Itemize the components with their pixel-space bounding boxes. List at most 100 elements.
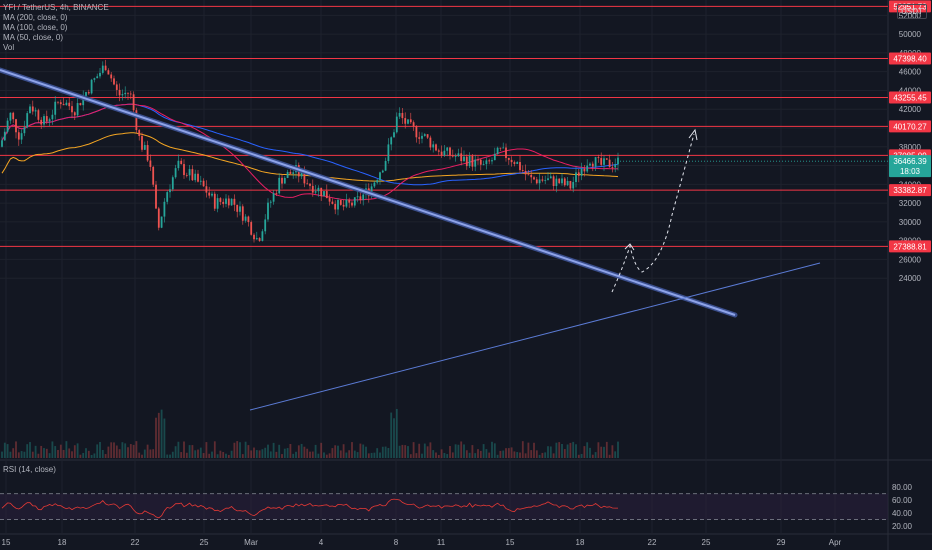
current-price-label: 36466.39 [893,157,927,166]
volume-bar [216,454,219,458]
y-tick-label: 24000 [899,274,922,283]
volume-bar [306,448,309,458]
volume-bar [482,444,485,458]
volume-bar [194,450,197,458]
candle-body [351,202,353,206]
volume-bar [381,446,384,458]
volume-bar [227,454,230,458]
candle-body [99,72,101,77]
rsi-tick-label: 20.00 [892,522,913,531]
candle-body [155,184,157,209]
currency-button[interactable]: USDT [897,4,927,19]
x-tick-label: 18 [58,538,67,547]
volume-bar [314,444,317,458]
y-tick-label: 46000 [899,68,922,77]
candle-body [216,198,219,209]
symbol-title[interactable]: YFI / TetherUS, 4h, BINANCE [3,3,109,12]
volume-bar [446,454,449,458]
candle-body [586,165,589,172]
x-tick-label: 15 [2,538,11,547]
legend-vol[interactable]: Vol [3,43,15,52]
legend-ma200[interactable]: MA (200, close, 0) [3,13,68,22]
candle-body [603,158,605,165]
candle-body [614,164,617,168]
volume-bar [404,445,407,458]
candle-body [530,174,533,178]
volume-bar [510,447,513,458]
candle-body [118,89,121,96]
countdown-label: 18:03 [900,167,921,176]
legend-ma50[interactable]: MA (50, close, 0) [3,33,64,42]
candle-body [549,176,552,179]
candle-body [314,191,317,193]
volume-bar [303,446,306,458]
candle-body [269,201,272,203]
volume-bar [429,442,432,458]
candle-body [379,172,381,181]
volume-bar [149,449,152,458]
candle-body [188,169,191,176]
volume-bar [138,452,141,458]
volume-bar [297,445,300,458]
volume-bar [348,450,351,458]
candle-body [395,116,398,133]
candle-body [311,185,314,193]
trendlines [0,67,821,411]
candle-body [43,116,45,125]
volume-bar [23,451,26,458]
candle-body [124,92,127,95]
candle-body [432,144,435,148]
volume-bar [166,454,169,458]
volume-bar [292,453,295,458]
candle-body [474,159,477,167]
candle-body [317,187,320,192]
candle-body [538,179,541,184]
volume-bar [339,450,342,458]
legend-ma100[interactable]: MA (100, close, 0) [3,23,68,32]
volume-bar [496,454,499,458]
candle-body [197,173,199,182]
volume-bar [152,449,155,458]
candle-body [79,103,82,106]
volume-bar [353,450,356,458]
volume-bar [281,454,283,458]
candle-body [29,106,31,114]
rsi-legend[interactable]: RSI (14, close) [3,465,56,474]
candle-body [62,104,65,106]
candle-body [110,74,113,79]
volume-bar [244,441,247,458]
volume-bar [426,446,429,458]
ma50-line [1,103,619,201]
volume-bar [373,452,376,458]
candle-body [334,203,337,210]
volume-bar [93,453,96,458]
volume-bar [15,441,17,458]
x-tick-label: 25 [702,538,711,547]
volume-bar [45,448,48,458]
candle-body [219,198,222,202]
candle-body [202,180,205,187]
time-axis[interactable]: 15 18 22 25 Mar 4 8 11 15 18 22 25 29 Apr [2,538,842,547]
candle-body [465,156,468,167]
volume-bar [505,448,507,458]
volume-bar [225,453,227,458]
volume-bar [3,442,6,458]
volume-bar [547,446,549,458]
candle-body [300,171,303,177]
volume-bar [491,441,493,458]
volume-bar [143,449,146,458]
candle-body [34,110,37,112]
level-tag [889,0,931,13]
volume-bars [1,408,619,458]
candle-body [211,193,213,196]
candle-body [423,134,426,136]
candle-body [591,163,594,167]
volume-bar [96,444,99,458]
candle-body [31,106,34,112]
volume-bar [401,444,404,458]
candle-body [507,157,510,160]
volume-bar [586,442,589,458]
candle-body [561,178,563,184]
